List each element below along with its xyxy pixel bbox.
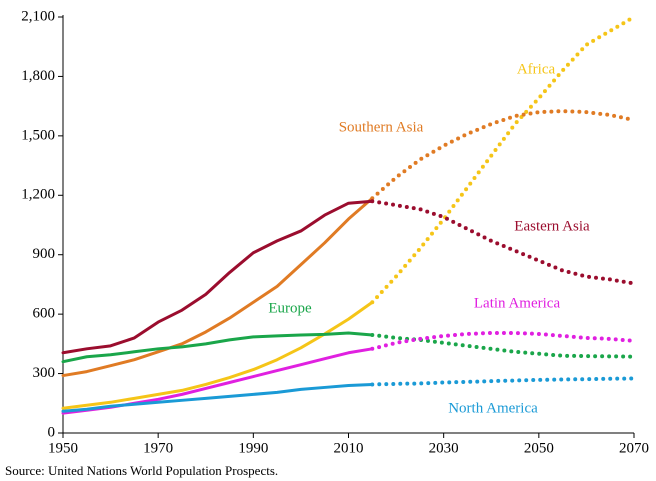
source-note: Source: United Nations World Population … xyxy=(5,463,278,478)
history-line xyxy=(61,300,374,410)
history-line xyxy=(61,196,374,378)
projection-line xyxy=(370,109,636,201)
series-label: Europe xyxy=(268,300,312,316)
y-tick-label: 900 xyxy=(33,246,56,262)
y-tick-label: 0 xyxy=(48,424,56,440)
series-label: Eastern Asia xyxy=(514,218,590,234)
history-line xyxy=(61,199,374,355)
y-tick-label: 1,500 xyxy=(21,127,55,143)
x-tick-label: 1990 xyxy=(238,440,268,456)
x-tick-label: 2030 xyxy=(429,440,459,456)
history-line xyxy=(61,382,374,413)
projection-line xyxy=(370,376,636,387)
series-label: Southern Asia xyxy=(339,119,424,135)
y-tick-label: 600 xyxy=(33,306,56,322)
y-tick-label: 300 xyxy=(33,365,56,381)
projection-line xyxy=(370,199,636,286)
series-label: Africa xyxy=(517,61,556,77)
y-tick-label: 2,100 xyxy=(21,8,55,24)
x-tick-label: 1970 xyxy=(143,440,173,456)
projection-line xyxy=(370,332,636,359)
x-tick-label: 2050 xyxy=(524,440,554,456)
projection-line xyxy=(370,330,636,351)
history-line xyxy=(61,331,374,364)
y-tick-label: 1,200 xyxy=(21,187,55,203)
series-label: North America xyxy=(448,400,538,416)
x-tick-label: 2010 xyxy=(334,440,364,456)
x-tick-label: 1950 xyxy=(48,440,78,456)
projection-line xyxy=(370,15,636,305)
series-label: Latin America xyxy=(474,295,561,311)
y-tick-label: 1,800 xyxy=(21,68,55,84)
x-tick-label: 2070 xyxy=(619,440,649,456)
